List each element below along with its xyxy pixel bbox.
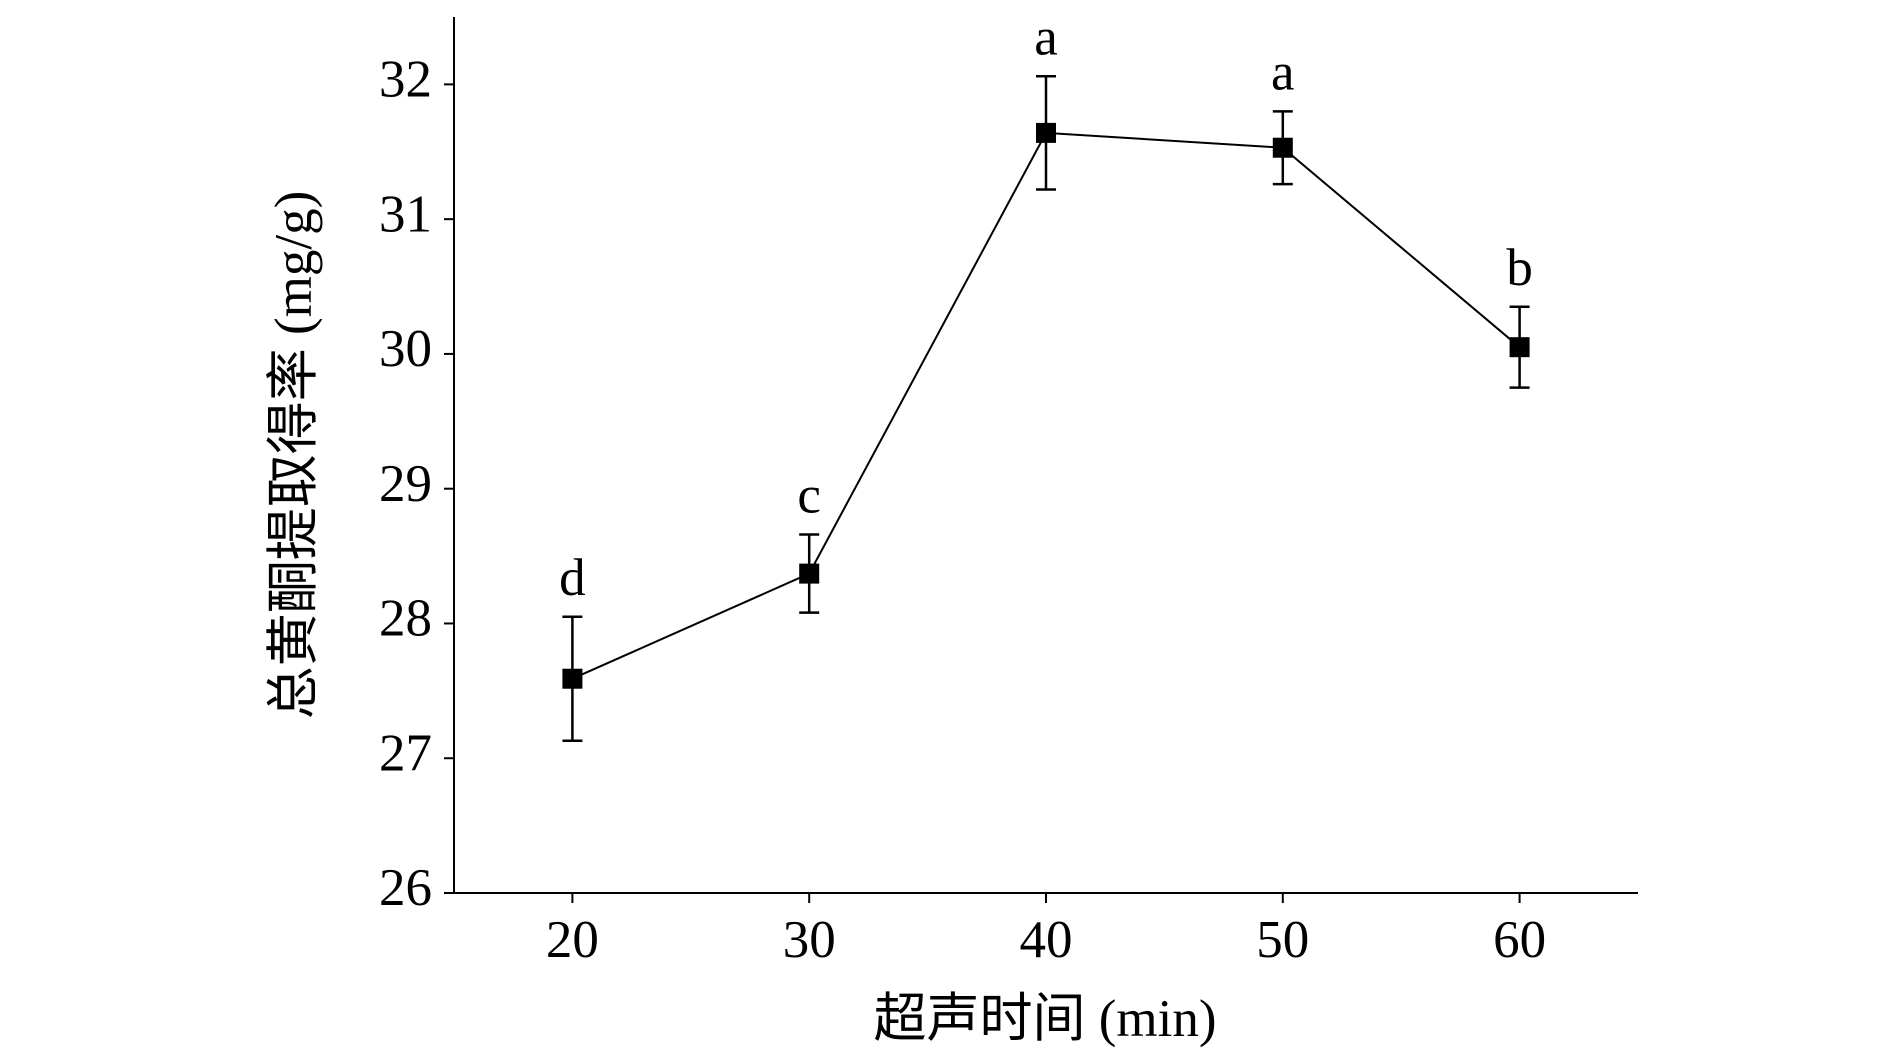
significance-label: c [797,467,821,525]
marker [562,668,583,689]
significance-label: b [1506,239,1533,297]
y-tick-label: 29 [379,455,432,513]
x-tick-label: 40 [1020,911,1073,969]
marker [1509,337,1530,358]
y-axis-title: 总黄酮提取得率 (mg/g) [265,191,323,720]
data-line [571,131,1521,680]
significance-label: a [1271,43,1295,101]
x-tick-label: 30 [783,911,836,969]
x-axis-title: 超声时间 (min) [874,990,1217,1048]
y-tick-label: 27 [379,724,432,782]
x-tick-label: 60 [1493,911,1546,969]
marker [1036,122,1056,143]
marker [799,563,820,584]
x-tick-label: 20 [546,911,599,969]
significance-label: a [1034,8,1058,66]
marker [1272,137,1293,158]
y-tick-label: 32 [379,51,432,109]
significance-label: d [559,549,586,607]
y-tick-label: 28 [379,590,432,648]
y-tick-label: 30 [379,320,432,378]
x-tick-label: 50 [1256,911,1309,969]
y-tick-label: 31 [379,185,432,243]
y-tick-label: 26 [379,859,432,917]
